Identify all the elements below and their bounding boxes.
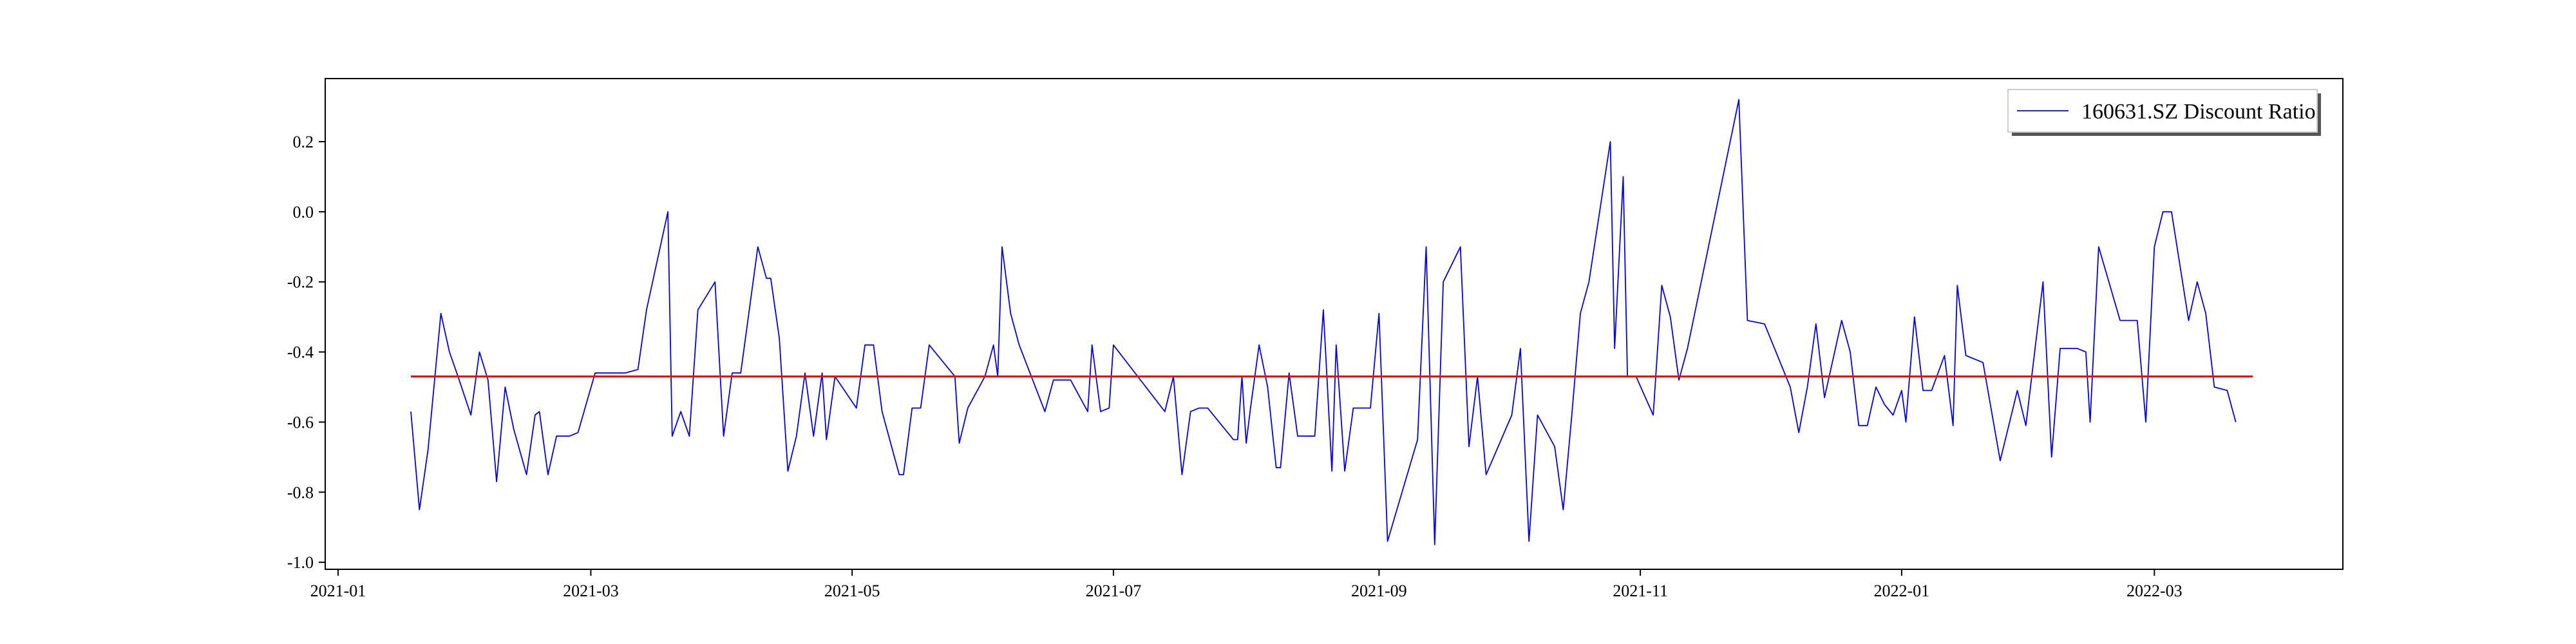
x-tick-label: 2021-03 bbox=[563, 582, 619, 600]
series-line-discount-ratio bbox=[410, 99, 2237, 545]
x-axis: 2021-01 2021-03 2021-05 2021-07 2021-09 2021-… bbox=[310, 569, 2183, 600]
x-tick-label: 2021-09 bbox=[1351, 582, 1407, 600]
plot-area bbox=[410, 99, 2253, 545]
y-tick-label: -1.0 bbox=[287, 553, 314, 572]
y-tick-label: -0.8 bbox=[287, 483, 314, 502]
x-tick-label: 2022-01 bbox=[1874, 582, 1930, 600]
y-axis: -1.0 -0.8 -0.6 -0.4 -0.2 0.0 0.2 bbox=[287, 133, 325, 572]
y-tick-label: -0.4 bbox=[287, 343, 314, 362]
x-tick-label: 2021-01 bbox=[310, 582, 366, 600]
x-tick-label: 2021-07 bbox=[1086, 582, 1142, 600]
y-tick-label: 0.0 bbox=[293, 203, 314, 222]
y-tick-label: -0.6 bbox=[287, 413, 314, 431]
legend-label: 160631.SZ Discount Ratio bbox=[2081, 100, 2316, 124]
x-tick-label: 2021-05 bbox=[824, 582, 880, 600]
legend: 160631.SZ Discount Ratio bbox=[2007, 89, 2321, 136]
x-tick-label: 2021-11 bbox=[1613, 582, 1668, 600]
plot-frame bbox=[325, 78, 2344, 570]
x-tick-label: 2022-03 bbox=[2126, 582, 2183, 600]
y-tick-label: -0.2 bbox=[287, 273, 314, 292]
y-tick-label: 0.2 bbox=[293, 133, 314, 151]
